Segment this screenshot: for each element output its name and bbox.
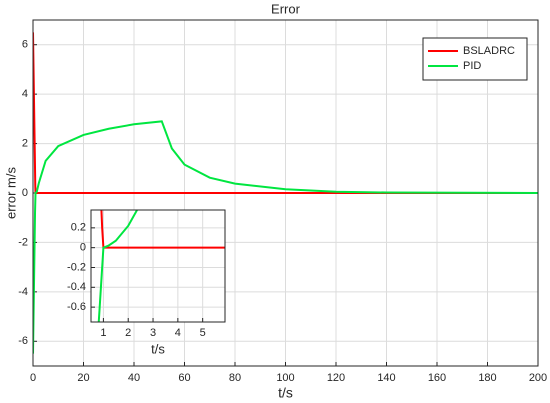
x-tick-label: 2 — [125, 327, 131, 339]
y-tick-label: -4 — [18, 286, 28, 298]
x-tick-label: 3 — [150, 327, 156, 339]
series-line — [97, 210, 139, 322]
x-axis-label: t/s — [278, 385, 293, 401]
x-tick-label: 5 — [200, 327, 206, 339]
plot-area — [91, 210, 225, 322]
series-group — [97, 210, 225, 322]
x-tick-label: 180 — [478, 372, 496, 384]
y-tick-label: 2 — [22, 137, 28, 149]
x-tick-label: 60 — [178, 372, 190, 384]
series-line — [100, 210, 225, 249]
x-tick-label: 140 — [377, 372, 395, 384]
y-tick-label: 0 — [80, 242, 86, 254]
x-tick-label: 120 — [327, 372, 345, 384]
y-tick-label: 4 — [22, 88, 28, 100]
x-tick-label: 200 — [529, 372, 547, 384]
legend: BSLADRC PID — [422, 37, 528, 81]
axes-box — [32, 19, 539, 367]
axes-box — [90, 209, 226, 323]
x-tick-label: 160 — [428, 372, 446, 384]
y-axis-label: error m/s — [3, 167, 18, 220]
x-tick-label: 4 — [175, 327, 181, 339]
y-tick-label: -0.6 — [67, 301, 86, 313]
series-group — [33, 32, 538, 354]
x-tick-label: 100 — [276, 372, 294, 384]
y-tick-label: -0.2 — [67, 261, 86, 273]
x-tick-label: 40 — [128, 372, 140, 384]
chart-title: Error — [271, 1, 301, 16]
series-line — [33, 32, 538, 194]
legend-label: PID — [463, 60, 481, 72]
series-line — [33, 120, 538, 354]
x-tick-label: 20 — [77, 372, 89, 384]
y-tick-label: 6 — [22, 39, 28, 51]
x-tick-label: 80 — [229, 372, 241, 384]
y-tick-label: 0.2 — [71, 222, 86, 234]
y-tick-label: 0 — [22, 187, 28, 199]
x-tick-label: 0 — [30, 372, 36, 384]
y-tick-label: -6 — [18, 335, 28, 347]
y-tick-label: -0.4 — [67, 281, 86, 293]
inset-chart: 1 2 3 4 5 0.2 0 -0.2 -0.4 -0.6 t/s — [67, 209, 226, 356]
main-chart: 0 20 40 60 80 100 120 140 160 180 200-6-4-20246Err… — [3, 1, 547, 400]
x-tick-label: 1 — [100, 327, 106, 339]
y-tick-label: -2 — [18, 236, 28, 248]
legend-box — [422, 37, 528, 81]
x-axis-label: t/s — [151, 341, 165, 356]
legend-label: BSLADRC — [463, 45, 515, 57]
